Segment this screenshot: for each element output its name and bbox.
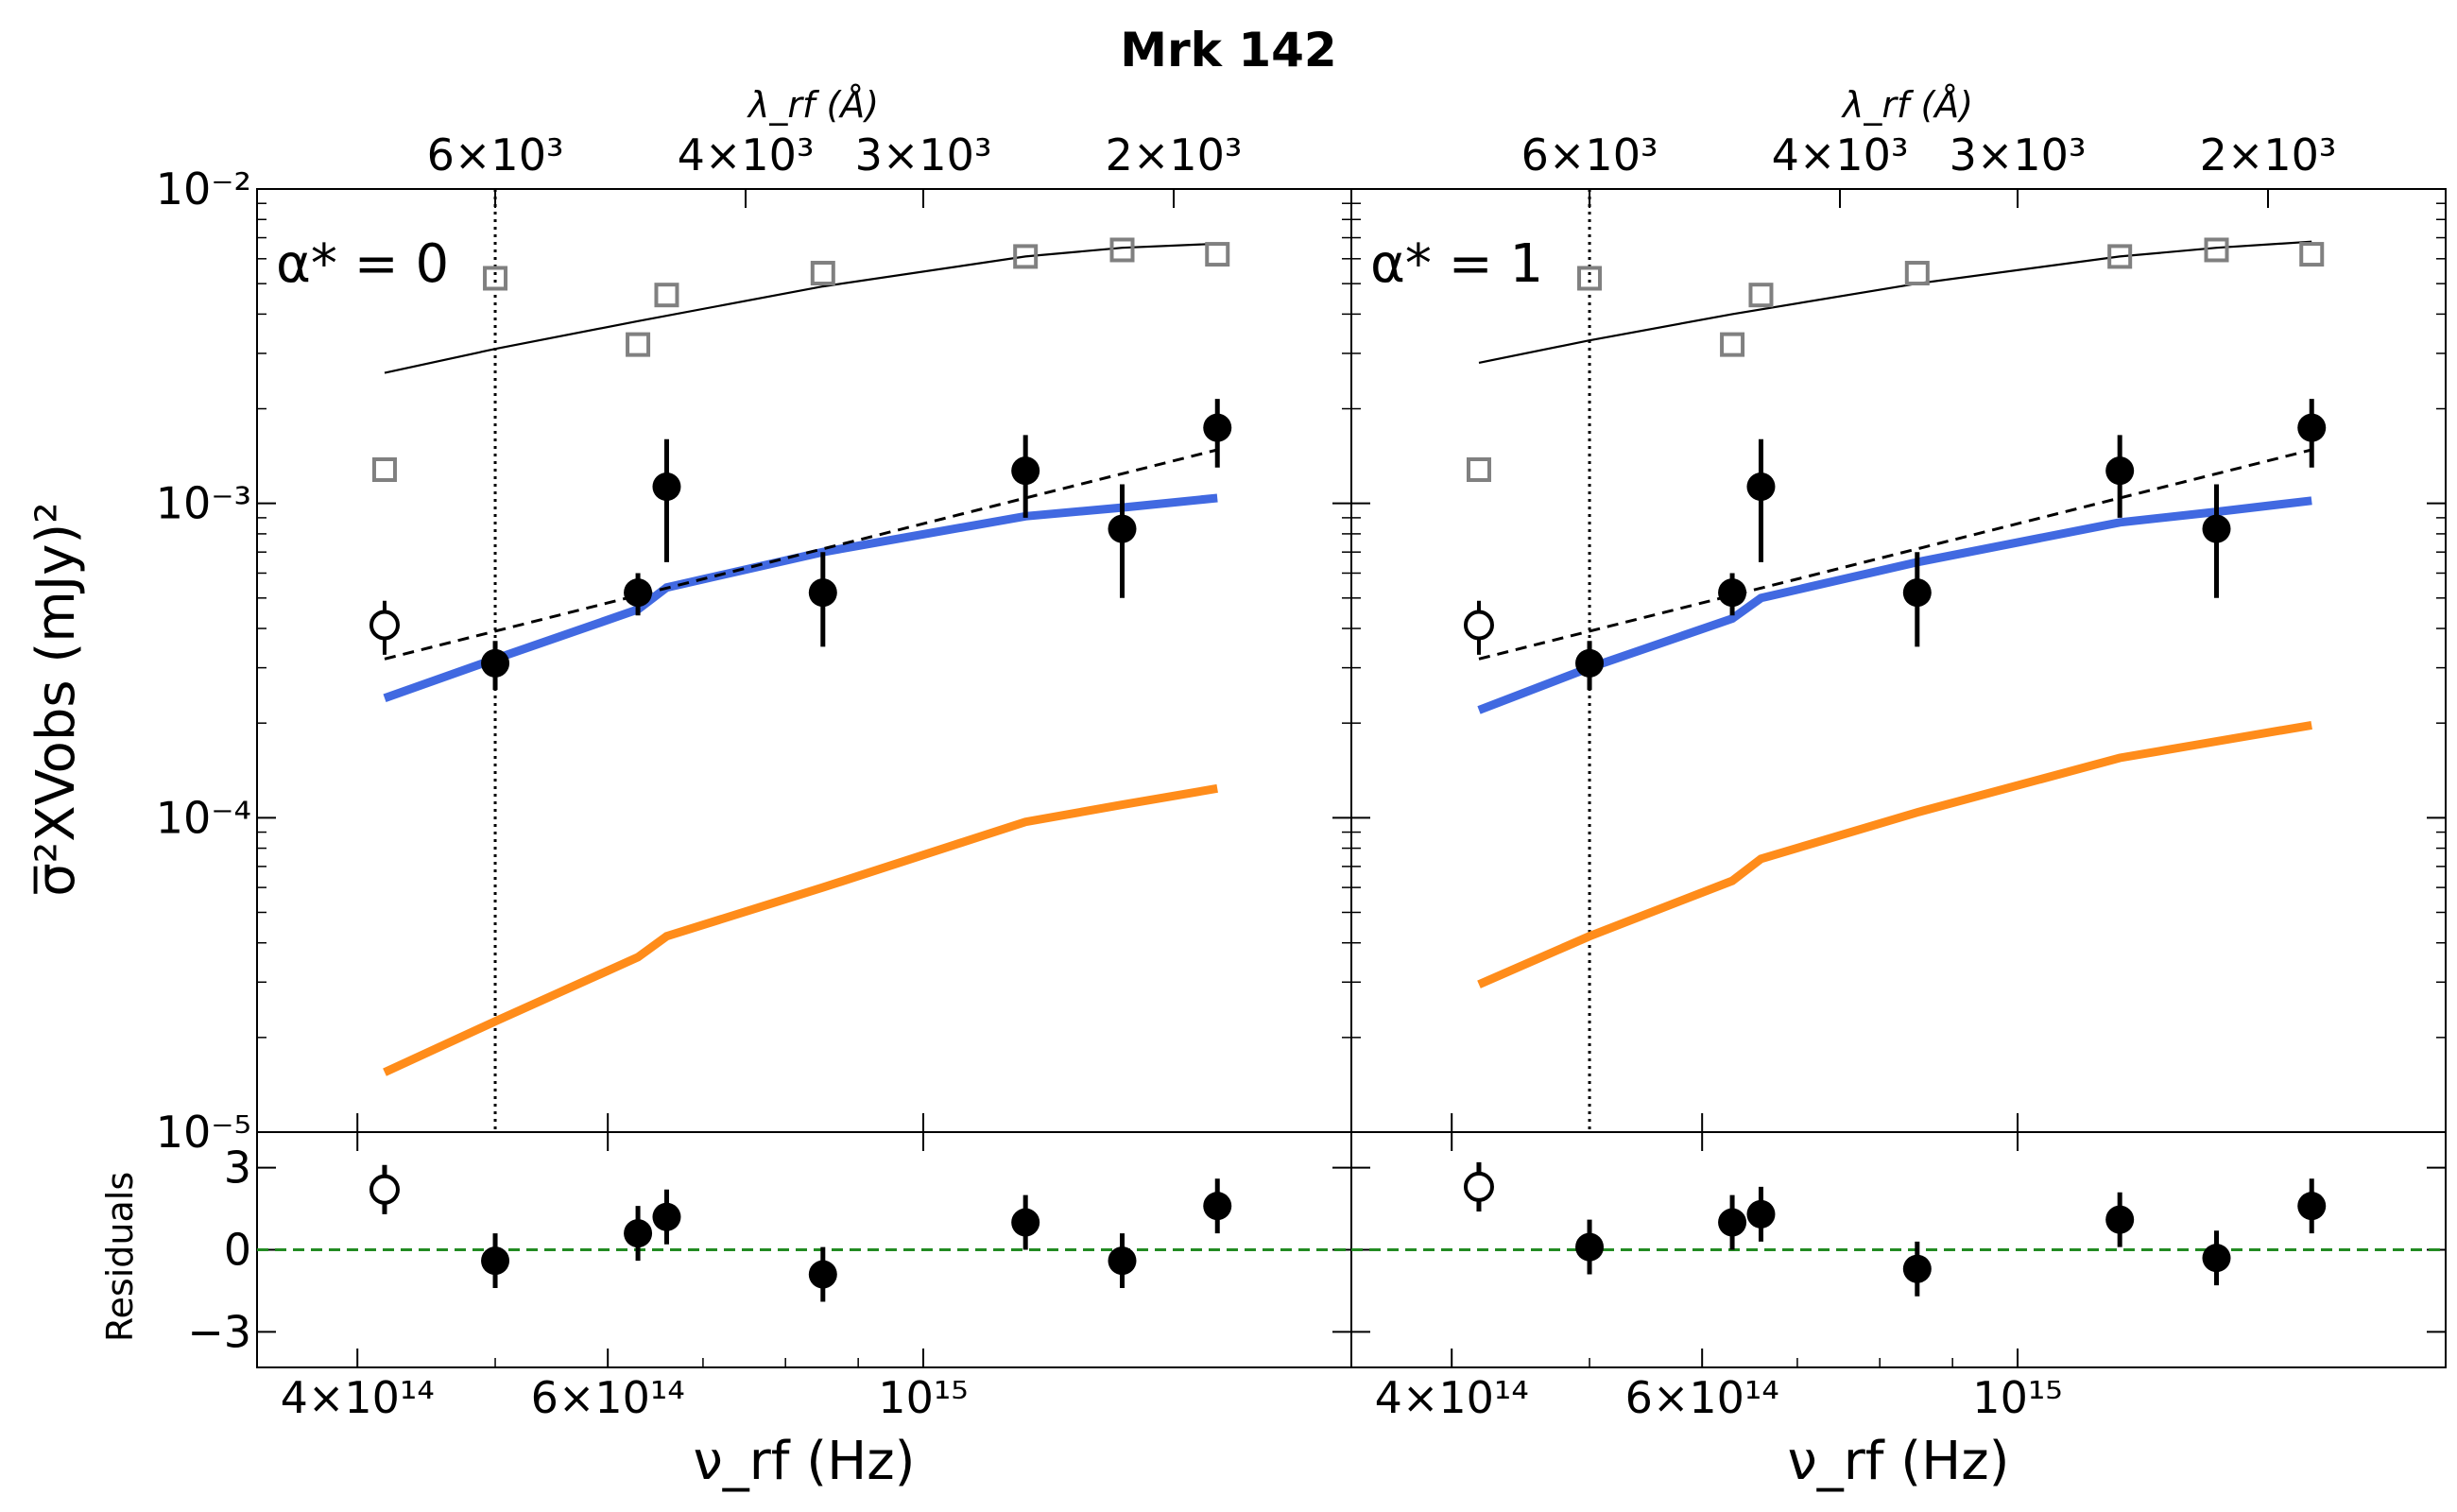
thin-model-line (384, 242, 1218, 374)
gray-square-marker (1205, 242, 1230, 267)
panels: 10⁻² 10⁻³ 10⁻⁴ 10⁻⁵3 0 −3 4×10¹⁴ 6×10¹⁴ 10¹⁵ 6×10… (156, 84, 2447, 1492)
residual-point (1746, 1199, 1776, 1228)
residual-point (2297, 1192, 2327, 1221)
top-x-tick-label: 6×10³ (1521, 129, 1658, 180)
residual-point (624, 1219, 653, 1248)
gray-square-marker (1720, 332, 1745, 357)
gray-square-marker (2204, 237, 2229, 263)
gray-square-marker (1013, 244, 1039, 269)
residual-point (1011, 1208, 1040, 1237)
data-point (2105, 456, 2135, 486)
x-axis-label: ν_rf (Hz) (693, 1431, 915, 1492)
y-tick-label: 10⁻² (156, 163, 251, 215)
blue-model-line (1477, 496, 2312, 714)
x-tick-label: 4×10¹⁴ (1375, 1372, 1529, 1423)
open-data-point (369, 610, 400, 641)
residual-y-tick-label: 3 (224, 1143, 251, 1194)
residual-point (2202, 1244, 2231, 1273)
panel-1: 4×10¹⁴ 6×10¹⁴ 10¹⁵ 6×10³ 4×10³ 3×10³ 2×10³ λ_rf… (1350, 84, 2447, 1492)
residual-point (2105, 1205, 2135, 1234)
data-point (1902, 578, 1932, 608)
residual-y-tick-label: −3 (187, 1306, 251, 1357)
gray-square-marker (1904, 261, 1930, 286)
top-x-tick-label: 2×10³ (2200, 129, 2337, 180)
gray-square-marker (1748, 283, 1774, 308)
data-point (652, 472, 681, 502)
residual-point (652, 1202, 681, 1231)
gray-square-marker (1109, 237, 1135, 263)
top-x-axis-label: λ_rf (Å) (747, 84, 879, 126)
x-tick-label: 10¹⁵ (878, 1372, 968, 1423)
panel-0: 10⁻² 10⁻³ 10⁻⁴ 10⁻⁵3 0 −3 4×10¹⁴ 6×10¹⁴ 10¹⁵ 6×10… (156, 84, 1352, 1492)
residual-point (481, 1246, 510, 1276)
data-point (2297, 413, 2327, 442)
residual-open-point (1463, 1171, 1494, 1202)
residual-point (808, 1260, 837, 1289)
data-point (1746, 472, 1776, 502)
top-x-tick-label: 6×10³ (427, 129, 564, 180)
main-axes-frame (256, 188, 1352, 1133)
orange-model-line (383, 783, 1218, 1076)
residual-point (1575, 1232, 1605, 1262)
data-point (1718, 578, 1747, 608)
main-axes-frame (1350, 188, 2447, 1133)
data-point (808, 578, 837, 608)
dashed-fit-line (1478, 448, 2312, 661)
open-data-point (1463, 610, 1494, 641)
data-point (481, 648, 510, 678)
gray-square-marker (2107, 244, 2133, 269)
data-point (1575, 648, 1605, 678)
data-point (2202, 514, 2231, 543)
y-tick-label: 10⁻³ (156, 478, 251, 529)
y-axis-label-residuals: Residuals (99, 1172, 141, 1342)
chart-title: Mrk 142 (1120, 23, 1336, 77)
residual-point (1902, 1254, 1932, 1283)
orange-model-line (1477, 720, 2312, 988)
top-x-axis-label: λ_rf (Å) (1841, 84, 1973, 126)
gray-square-marker (654, 283, 679, 308)
x-tick-label: 4×10¹⁴ (281, 1372, 435, 1423)
data-point (1203, 413, 1232, 442)
y-tick-label: 10⁻⁴ (156, 792, 251, 843)
x-tick-label: 10¹⁵ (1972, 1372, 2062, 1423)
y-tick-label: 10⁻⁵ (156, 1107, 251, 1158)
x-tick-label: 6×10¹⁴ (531, 1372, 685, 1423)
residual-open-point (369, 1174, 400, 1205)
gray-square-marker (1466, 457, 1491, 483)
top-x-tick-label: 4×10³ (678, 129, 815, 180)
gray-square-marker (371, 457, 397, 483)
dashed-fit-line (384, 448, 1218, 661)
residual-y-tick-label: 0 (224, 1225, 251, 1276)
x-tick-label: 6×10¹⁴ (1625, 1372, 1779, 1423)
data-point (1108, 514, 1137, 543)
residual-point (1718, 1208, 1747, 1237)
gray-square-marker (626, 332, 651, 357)
panel-label: α* = 1 (1370, 233, 1543, 295)
residual-point (1108, 1246, 1137, 1276)
top-x-tick-label: 2×10³ (1106, 129, 1243, 180)
top-x-tick-label: 4×10³ (1772, 129, 1909, 180)
thin-model-line (1478, 240, 2312, 364)
gray-square-marker (810, 261, 835, 286)
top-x-tick-label: 3×10³ (1950, 129, 2087, 180)
data-point (624, 578, 653, 608)
blue-model-line (383, 493, 1218, 703)
data-point (1011, 456, 1040, 486)
y-axis-label-main: σ̅²XVobs (mJy)² (26, 502, 87, 896)
x-axis-label: ν_rf (Hz) (1787, 1431, 2009, 1492)
gray-square-marker (2299, 242, 2325, 267)
top-x-tick-label: 3×10³ (855, 129, 992, 180)
gray-square-marker (1577, 266, 1603, 291)
panel-label: α* = 0 (276, 233, 449, 295)
residual-point (1203, 1192, 1232, 1221)
gray-square-marker (483, 266, 508, 291)
